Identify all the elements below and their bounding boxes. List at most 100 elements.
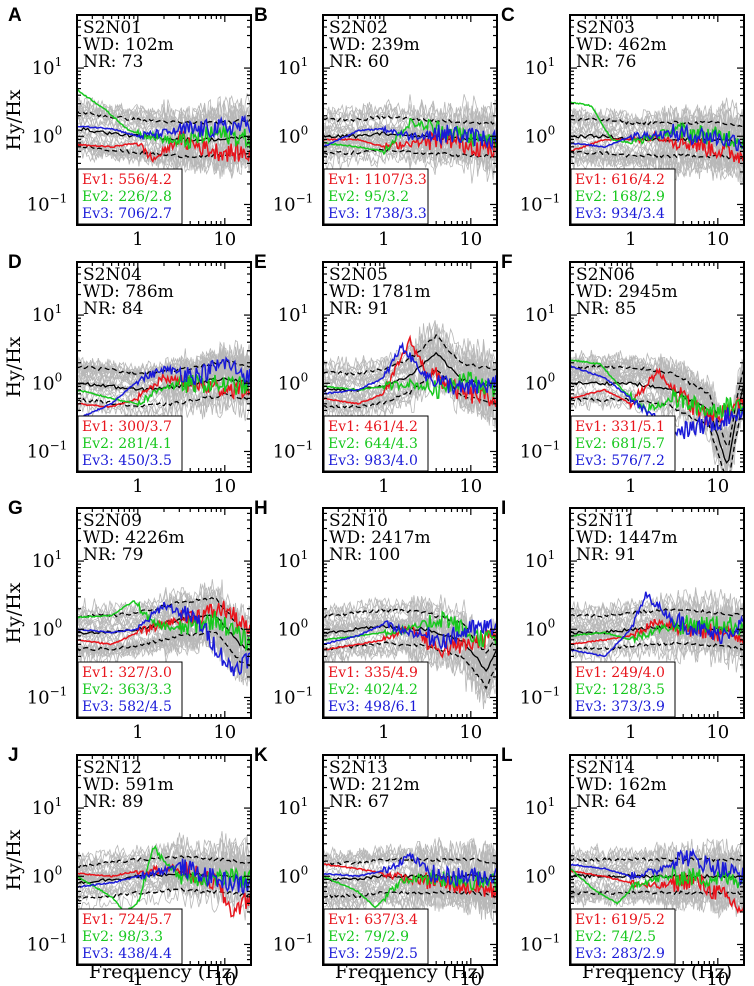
y-tick-label: 101 xyxy=(278,302,309,326)
panel-letter: B xyxy=(254,5,268,26)
y-tick-label: 101 xyxy=(525,55,556,79)
background-record xyxy=(323,854,497,886)
background-record xyxy=(77,133,251,170)
median-line xyxy=(323,873,497,882)
background-record xyxy=(570,112,744,149)
bound-line-lower xyxy=(77,630,251,668)
x-axis-label: Frequency (Hz) xyxy=(89,961,239,983)
record-count-label: NR: 67 xyxy=(329,792,389,812)
series-ev2 xyxy=(570,359,744,420)
legend-entry-ev1: Ev1: 461/4.2 xyxy=(328,419,418,435)
record-count-label: NR: 91 xyxy=(329,299,389,319)
x-tick-label: 10 xyxy=(213,229,236,250)
legend-entry-ev2: Ev2: 402/4.2 xyxy=(328,682,418,698)
legend-entry-ev1: Ev1: 335/4.9 xyxy=(328,665,418,681)
plot-area xyxy=(323,320,497,429)
record-count-label: NR: 85 xyxy=(576,299,636,319)
panel-letter: I xyxy=(501,498,506,519)
y-tick-label: 100 xyxy=(525,616,556,640)
background-record xyxy=(77,579,251,640)
legend-entry-ev3: Ev3: 498/6.1 xyxy=(328,699,418,715)
water-depth-label: WD: 102m xyxy=(83,35,174,55)
y-tick-label: 10−1 xyxy=(27,684,68,708)
x-tick-label: 1 xyxy=(625,229,636,250)
background-record xyxy=(323,363,497,429)
y-tick-label: 100 xyxy=(278,863,309,887)
y-tick-label: 101 xyxy=(525,548,556,572)
bound-line-lower xyxy=(570,640,744,651)
series-ev1 xyxy=(570,618,744,645)
record-count-label: NR: 60 xyxy=(329,52,389,72)
water-depth-label: WD: 1781m xyxy=(329,282,431,302)
x-tick-label: 10 xyxy=(706,229,729,250)
water-depth-label: WD: 239m xyxy=(329,35,420,55)
water-depth-label: WD: 462m xyxy=(576,35,667,55)
legend-box xyxy=(77,908,183,965)
y-tick-label: 101 xyxy=(278,55,309,79)
legend-entry-ev2: Ev2: 644/4.3 xyxy=(328,436,418,452)
legend-entry-ev3: Ev3: 934/3.4 xyxy=(575,206,665,222)
x-tick-label: 10 xyxy=(459,969,482,986)
panel-letter: L xyxy=(501,745,513,766)
background-record xyxy=(323,609,497,675)
background-record xyxy=(323,94,497,137)
x-tick-label: 10 xyxy=(213,969,236,986)
legend-box xyxy=(570,661,676,718)
x-tick-label: 1 xyxy=(625,722,636,743)
x-tick-label: 10 xyxy=(459,476,482,497)
background-record xyxy=(77,123,251,153)
background-record xyxy=(77,96,251,131)
legend-entry-ev2: Ev2: 74/2.5 xyxy=(575,929,656,945)
x-tick-label: 10 xyxy=(213,722,236,743)
background-record xyxy=(323,638,497,710)
legend-entry-ev3: Ev3: 576/7.2 xyxy=(575,453,665,469)
station-label: S2N05 xyxy=(329,265,388,285)
y-tick-label: 10−1 xyxy=(273,438,314,462)
background-record xyxy=(570,844,744,875)
x-tick-label: 1 xyxy=(132,969,143,986)
plot-area xyxy=(77,89,251,179)
station-label: S2N09 xyxy=(83,511,142,531)
x-tick-label: 1 xyxy=(132,722,143,743)
plot-area xyxy=(323,94,497,184)
bound-line-upper xyxy=(77,855,251,869)
legend-entry-ev2: Ev2: 79/2.9 xyxy=(328,929,409,945)
panel-letter: F xyxy=(501,252,513,273)
water-depth-label: WD: 2417m xyxy=(329,528,431,548)
series-ev3 xyxy=(323,124,497,151)
y-tick-label: 10−1 xyxy=(520,438,561,462)
bound-line-upper xyxy=(570,608,744,619)
legend-box xyxy=(77,168,183,225)
x-tick-label: 1 xyxy=(132,229,143,250)
y-axis-label: Hy/Hx xyxy=(3,829,25,890)
legend-entry-ev1: Ev1: 637/3.4 xyxy=(328,912,418,928)
panel-letter: D xyxy=(8,252,22,273)
y-tick-label: 101 xyxy=(278,795,309,819)
bound-line-upper xyxy=(570,857,744,863)
bound-line-lower xyxy=(323,641,497,690)
background-record xyxy=(570,141,744,182)
y-tick-label: 10−1 xyxy=(27,438,68,462)
y-tick-label: 10−1 xyxy=(520,191,561,215)
series-ev2 xyxy=(77,600,251,654)
series-ev3 xyxy=(570,123,744,152)
y-tick-label: 101 xyxy=(525,795,556,819)
station-label: S2N10 xyxy=(329,511,388,531)
station-label: S2N11 xyxy=(576,511,635,531)
legend-entry-ev2: Ev2: 281/4.1 xyxy=(82,436,172,452)
x-tick-label: 1 xyxy=(132,476,143,497)
record-count-label: NR: 64 xyxy=(576,792,636,812)
record-count-label: NR: 89 xyxy=(83,792,143,812)
legend-entry-ev2: Ev2: 681/5.7 xyxy=(575,436,665,452)
panel-letter: K xyxy=(254,745,268,766)
plot-area xyxy=(323,594,497,710)
legend-entry-ev2: Ev2: 168/2.9 xyxy=(575,189,665,205)
